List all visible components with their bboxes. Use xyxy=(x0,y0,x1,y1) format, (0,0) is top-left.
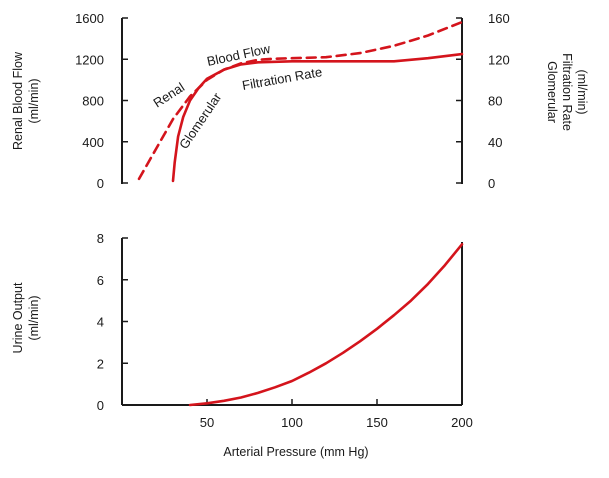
right-y-tick-label: 0 xyxy=(488,176,495,191)
y-axis-title-line: (ml/min) xyxy=(27,295,41,340)
x-tick-label: 100 xyxy=(281,415,303,430)
left-y-axis-title: Renal Blood Flow (ml/min) xyxy=(11,51,41,150)
right-y-tick-label: 120 xyxy=(488,52,510,67)
left-y-axis-title-line: Renal Blood Flow xyxy=(11,51,25,150)
glomerular-filtration-rate-line xyxy=(171,52,464,183)
y-tick-label: 6 xyxy=(97,273,104,288)
right-y-axis-title-line: (ml/min) xyxy=(575,69,589,114)
left-y-tick-label: 400 xyxy=(82,135,104,150)
left-y-tick-label: 1200 xyxy=(75,52,104,67)
left-y-tick-label: 1600 xyxy=(75,11,104,26)
gfr-label: Filtration Rate xyxy=(241,64,323,93)
top-chart-panel: 0 400 800 1200 1600 0 40 80 120 160 Renal Blood Fl… xyxy=(11,11,589,191)
right-y-tick-label: 80 xyxy=(488,94,502,109)
left-y-tick-label: 0 xyxy=(97,176,104,191)
left-y-tick-label: 800 xyxy=(82,94,104,109)
right-y-axis-title-line: Glomerular xyxy=(545,61,559,123)
urine-output-line xyxy=(188,243,464,407)
y-axis-title: Urine Output (ml/min) xyxy=(11,282,41,353)
y-tick-label: 2 xyxy=(97,356,104,371)
right-y-tick-label: 160 xyxy=(488,11,510,26)
y-tick-label: 8 xyxy=(97,231,104,246)
right-y-axis-title-line: Filtration Rate xyxy=(560,53,574,131)
y-tick-label: 4 xyxy=(97,315,104,330)
y-tick-label: 0 xyxy=(97,398,104,413)
x-tick-label: 150 xyxy=(366,415,388,430)
bottom-chart-panel: 0 2 4 6 8 50 100 150 200 Urine Output (ml/min) Arte… xyxy=(11,231,473,459)
right-y-axis-title: GlomerularFiltration Rate(ml/min) xyxy=(545,53,589,131)
y-axis-title-line: Urine Output xyxy=(11,282,25,353)
x-tick-label: 200 xyxy=(451,415,473,430)
right-y-tick-label: 40 xyxy=(488,135,502,150)
x-tick-label: 50 xyxy=(200,415,214,430)
x-axis-title: Arterial Pressure (mm Hg) xyxy=(223,445,368,459)
renal-blood-flow-line xyxy=(137,20,464,181)
left-y-axis-title-line: (ml/min) xyxy=(27,78,41,123)
